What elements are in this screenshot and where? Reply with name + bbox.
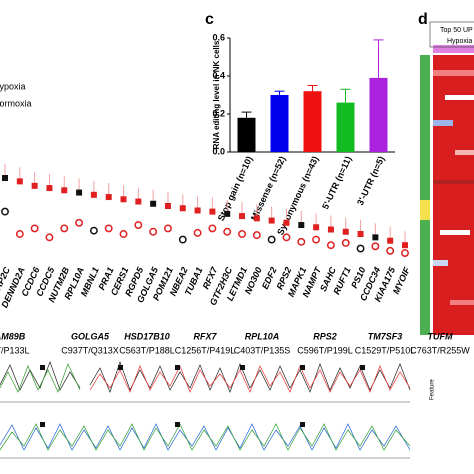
dot [313,224,320,231]
dot [312,235,321,244]
mutation-change: C763T/R255W [410,345,470,355]
y-tick-label: 0.2 [212,108,225,118]
dot [15,230,24,238]
dot [372,234,379,241]
bar [270,95,289,152]
mutation-change: C596T/P199L [297,345,353,355]
dot [30,224,39,233]
y-tick-label: 0.4 [212,70,225,80]
dot [150,200,157,207]
dot [267,235,276,244]
legend-label: Normoxia [0,98,32,108]
panel-label: d [418,11,428,28]
mutation-change: C1529T/P510L [355,345,416,355]
heatmap-title: Top 50 UP [440,27,473,34]
dot [46,185,53,192]
dot [252,231,261,240]
dot [135,198,142,205]
dot [76,189,83,196]
dot [238,230,246,238]
dot [16,178,23,185]
dot [268,217,275,224]
x-tick-label: Stop gain (n=10) [216,155,255,223]
mutation-gene: TM7SF3 [368,331,403,341]
dot [194,207,201,214]
mutation-gene: RFX7 [193,331,217,341]
bar [237,117,256,152]
dot [282,233,291,242]
panel-label: c [205,11,214,28]
dot [297,237,306,246]
dot [31,182,38,189]
mutation-gene: RPS2 [313,331,337,341]
dot [178,235,187,244]
dot [341,239,350,247]
dot [90,191,97,198]
feature-label: Feature [430,379,436,400]
mutation-gene: HSD17B10 [124,331,170,341]
dot [105,194,112,201]
dot [327,226,334,233]
y-axis-label: RNA editing level in NK cells [212,40,221,149]
dot [386,246,395,255]
dot [45,233,54,242]
bar [303,91,322,152]
dot [208,224,217,233]
y-tick-label: 0.6 [212,32,225,42]
dot [401,249,409,257]
mutation-change: C937T/Q313X [61,345,119,355]
x-tick-label: 5'-UTR (n=11) [320,155,353,211]
dot [1,207,9,216]
dot [209,208,216,215]
bar [336,102,355,152]
x-tick-label: 3'-UTR (n=5) [355,155,386,207]
mutation-gene: RPL10A [245,331,280,341]
bar [369,77,388,152]
dot [193,228,202,237]
dot [357,231,364,237]
dot [60,224,69,233]
dot [179,205,186,212]
dot [298,222,305,229]
legend-label: Hypoxia [0,81,26,91]
dot [61,187,68,194]
mutation-change: C1256T/P419L [175,345,236,355]
dot [164,203,171,209]
x-tick-label: Missense (n=52) [249,155,288,222]
dot [223,227,232,236]
dot [239,213,246,220]
mutation-change: C403T/P135S [234,345,291,355]
dot [119,230,128,238]
dot [149,227,158,236]
heatmap-subtitle: Hypoxia [447,38,472,45]
mutation-change: 8T/P133L [0,345,30,355]
dot [164,224,172,233]
dot [402,242,408,249]
mutation-gene: TUFM [428,331,453,341]
dot [283,219,290,226]
dot [120,196,127,203]
dot [224,210,231,217]
dot [253,215,260,222]
chromatograms [0,360,411,459]
dot [342,228,349,235]
y-tick-label: 0.0 [212,146,225,156]
dot [387,237,394,244]
dot [134,221,143,229]
mutation-gene: GOLGA5 [71,331,110,341]
dot [326,241,335,250]
heatmap [420,21,474,335]
dot [104,224,113,233]
dot [89,226,98,235]
dot [371,242,380,251]
mutation-gene: AM89B [0,331,26,341]
mutation-change: C563T/P188L [119,345,175,355]
dot [75,218,84,227]
dot [2,175,8,181]
dot [356,244,365,253]
